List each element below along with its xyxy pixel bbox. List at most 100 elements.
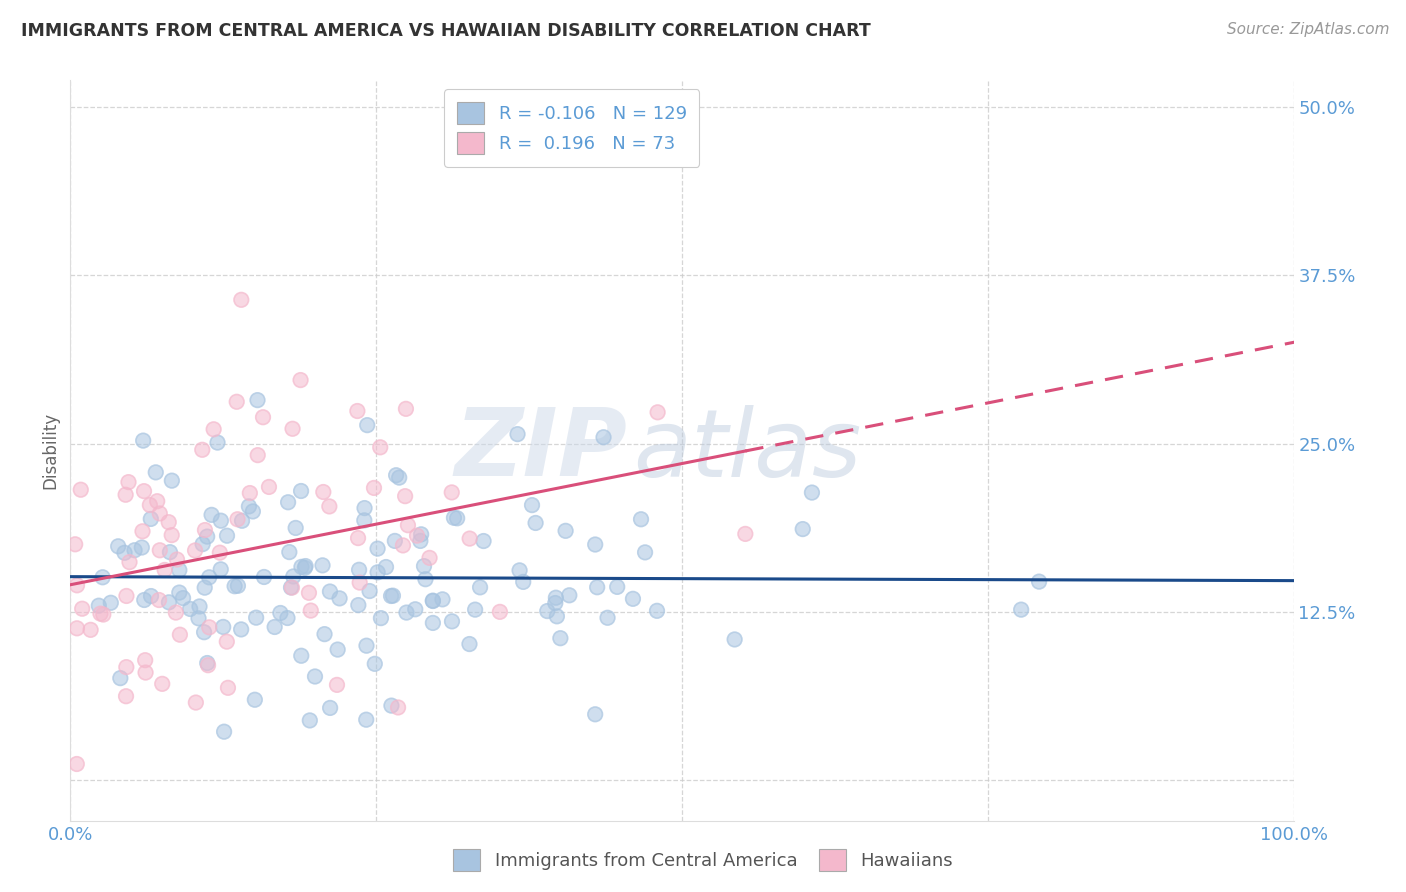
Point — [311, 558, 333, 573]
Point — [195, 656, 218, 670]
Point — [231, 623, 253, 637]
Point — [208, 546, 231, 560]
Point — [554, 524, 576, 538]
Point — [298, 714, 321, 728]
Point — [364, 657, 387, 671]
Point — [117, 475, 139, 490]
Point — [512, 574, 534, 589]
Point — [160, 528, 183, 542]
Point — [800, 485, 823, 500]
Point — [217, 681, 239, 695]
Point — [226, 512, 249, 526]
Point — [252, 410, 274, 425]
Point — [281, 422, 304, 436]
Point — [283, 569, 305, 583]
Point — [536, 604, 558, 618]
Point — [166, 552, 188, 566]
Point — [110, 671, 132, 685]
Point — [224, 579, 246, 593]
Point — [115, 589, 138, 603]
Point — [115, 660, 138, 674]
Point — [554, 524, 576, 538]
Point — [606, 580, 628, 594]
Point — [132, 434, 155, 448]
Point — [724, 632, 747, 647]
Point — [198, 620, 221, 634]
Point — [89, 607, 111, 621]
Point — [245, 610, 267, 624]
Point — [406, 529, 429, 543]
Point — [464, 602, 486, 616]
Point — [149, 543, 172, 558]
Point — [524, 516, 547, 530]
Point — [375, 560, 398, 574]
Point — [422, 593, 444, 607]
Point — [734, 527, 756, 541]
Point — [319, 584, 342, 599]
Point — [225, 394, 247, 409]
Point — [422, 594, 444, 608]
Point — [225, 394, 247, 409]
Point — [592, 430, 614, 444]
Point — [132, 484, 155, 499]
Point — [166, 552, 188, 566]
Point — [347, 563, 370, 577]
Point — [347, 598, 370, 612]
Point — [187, 611, 209, 625]
Legend: R = -0.106   N = 129, R =  0.196   N = 73: R = -0.106 N = 129, R = 0.196 N = 73 — [444, 89, 699, 167]
Point — [212, 724, 235, 739]
Point — [169, 563, 191, 577]
Point — [148, 593, 170, 607]
Point — [464, 602, 486, 616]
Point — [380, 589, 402, 603]
Point — [172, 591, 194, 606]
Point — [299, 604, 322, 618]
Point — [195, 656, 218, 670]
Point — [231, 514, 253, 528]
Point — [200, 508, 222, 522]
Point — [231, 514, 253, 528]
Point — [586, 580, 609, 594]
Point — [319, 701, 342, 715]
Point — [312, 485, 335, 500]
Point — [145, 466, 167, 480]
Point — [150, 677, 173, 691]
Point — [290, 373, 312, 387]
Point — [115, 690, 138, 704]
Point — [392, 538, 415, 552]
Point — [409, 533, 432, 548]
Point — [246, 448, 269, 462]
Point — [184, 543, 207, 558]
Point — [148, 593, 170, 607]
Point — [409, 533, 432, 548]
Point — [375, 560, 398, 574]
Point — [290, 373, 312, 387]
Point — [319, 701, 342, 715]
Point — [1028, 574, 1050, 589]
Point — [194, 523, 217, 537]
Point — [114, 488, 136, 502]
Point — [257, 480, 280, 494]
Point — [290, 559, 312, 574]
Point — [443, 510, 465, 524]
Point — [149, 543, 172, 558]
Point — [139, 498, 162, 512]
Point — [191, 537, 214, 551]
Point — [506, 427, 529, 442]
Point — [131, 524, 153, 539]
Point — [512, 574, 534, 589]
Point — [419, 550, 441, 565]
Point — [326, 642, 349, 657]
Point — [165, 606, 187, 620]
Point — [298, 714, 321, 728]
Point — [446, 511, 468, 525]
Point — [194, 581, 217, 595]
Point — [114, 546, 136, 560]
Point — [63, 537, 86, 551]
Point — [169, 628, 191, 642]
Point — [734, 527, 756, 541]
Point — [149, 507, 172, 521]
Point — [66, 621, 89, 635]
Point — [394, 489, 416, 503]
Point — [139, 512, 162, 526]
